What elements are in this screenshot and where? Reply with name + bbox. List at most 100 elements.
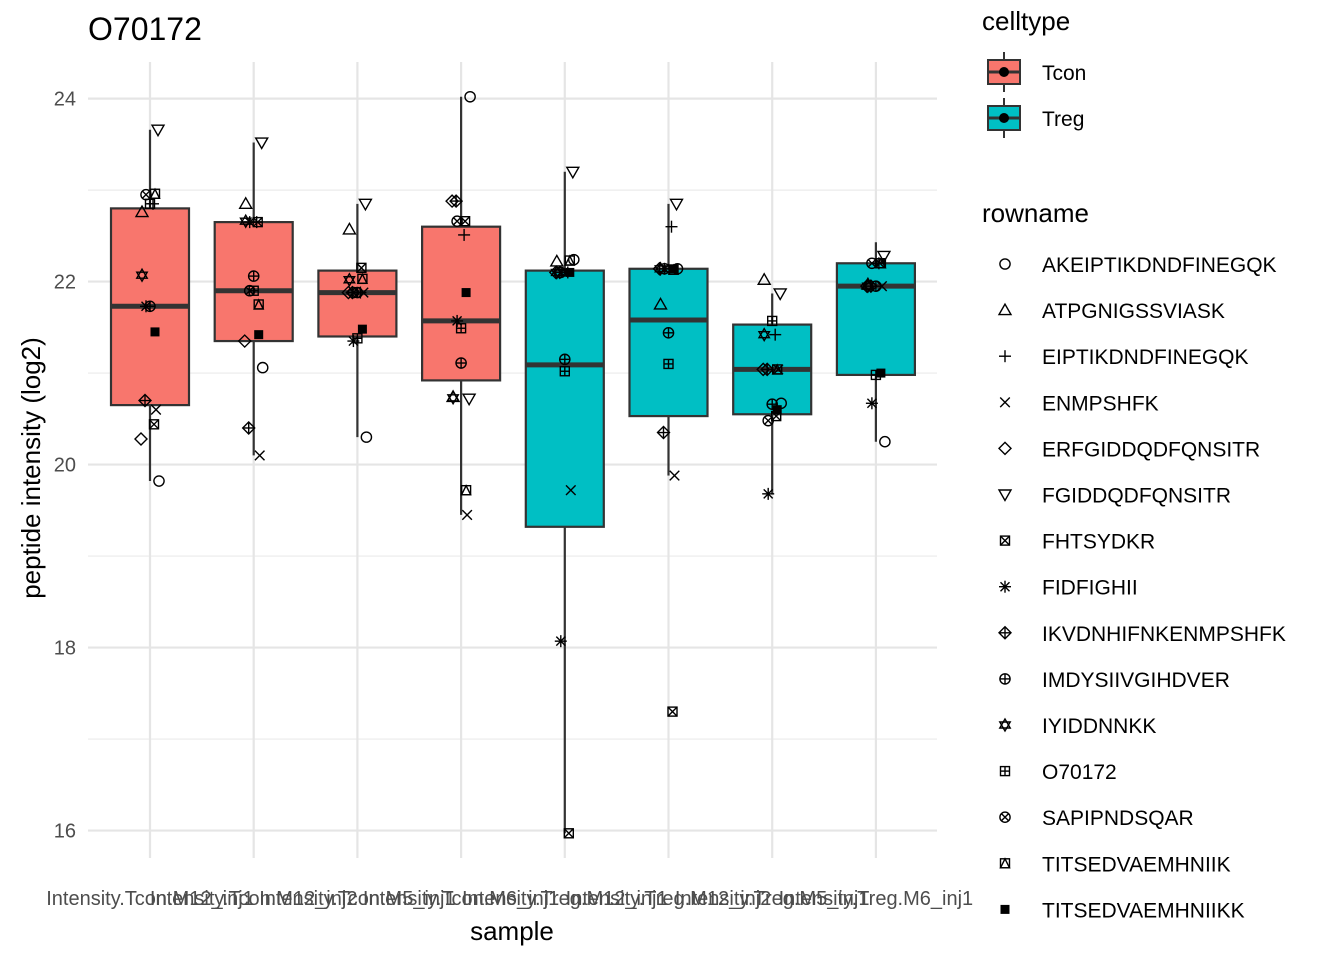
legend-label-fgiddqdfqnsitr: FGIDDQDFQNSITR [1042,485,1231,508]
point-akeiptikdndfinegqk [360,431,373,443]
point-titsedvaemhniikk [357,324,367,334]
x-tick-label: Intensity.Treg.M5_inj1 [675,888,870,910]
point-titsedvaemhniikk [254,330,264,340]
legend-label-tcon: Tcon [1042,62,1086,85]
point-enmpshfk [461,509,473,521]
point-fidfighii [865,397,878,410]
point-o70172 [663,358,674,370]
legend-key-tcon [987,52,1021,92]
point-titsedvaemhniik [356,272,369,285]
box-intensity-tcon-m12-inj2 [213,142,294,456]
point-akeiptikdndfinegqk [153,475,165,487]
point-titsedvaemhniik [771,363,783,375]
legend-marker-enmpshfk [999,397,1011,408]
point-ikvdnhifnkenmpshfk [449,194,464,209]
point-imdysiivgihdver [247,270,260,282]
legend-marker-eiptikdndfinegqk [999,350,1011,363]
point-o70172 [559,366,570,377]
x-tick-label: Intensity.Treg.M12_inj2 [566,888,772,910]
point-sapipndsqar [347,286,360,299]
y-axis-label: peptide intensity (log2) [16,337,46,599]
point-ikvdnhifnkenmpshfk [656,425,671,440]
point-o70172 [455,323,467,334]
point-akeiptikdndfinegqk [256,361,269,374]
legend-label-titsedvaemhniikk: TITSEDVAEMHNIIKK [1042,899,1245,922]
points [134,90,892,839]
point-sapipndsqar [243,284,256,297]
point-fhtsydkr [356,262,367,274]
point-eiptikdndfinegqk [458,228,471,241]
point-erfgiddqdfqnsitr [134,431,148,446]
point-fgiddqdfqnsitr [150,124,166,138]
box-iqr [628,267,709,418]
point-enmpshfk [254,450,265,461]
y-tick-label: 22 [54,272,76,294]
legend-marker-titsedvaemhniik [999,857,1011,869]
point-atpgnigssviask [342,222,357,235]
point-titsedvaemhniik [564,254,576,266]
point-iyiddnnkk [239,213,253,229]
point-enmpshfk [669,470,680,481]
legend-label-erfgiddqdfqnsitr: ERFGIDDQDFQNSITR [1042,438,1260,461]
point-titsedvaemhniikk [150,327,160,337]
box-iqr [835,262,917,377]
point-fgiddqdfqnsitr [876,250,892,264]
legend-marker-imdysiivgihdver [999,673,1011,685]
legend-label-akeiptikdndfinegqk: AKEIPTIKDNDFINEGQK [1042,254,1277,277]
point-atpgnigssviask [653,297,668,310]
rowname-legend: rowname AKEIPTIKDNDFINEGQK ATPGNIGSSVIASK E… [982,198,1286,922]
point-enmpshfk [150,404,162,415]
legend-marker-akeiptikdndfinegqk [999,258,1011,270]
point-ikvdnhifnkenmpshfk [760,362,775,377]
point-iyiddnnkk [446,390,460,406]
legend-marker-sapipndsqar [999,811,1011,824]
point-imdysiivgihdver [766,398,779,410]
chart-title: O70172 [88,11,202,47]
point-titsedvaemhniikk [461,288,471,298]
celltype-legend: celltype Tcon Treg [982,6,1086,138]
legend-marker-erfgiddqdfqnsitr [998,441,1012,456]
point-ikvdnhifnkenmpshfk [241,420,256,435]
point-titsedvaemhniik [460,484,472,496]
point-atpgnigssviask [238,196,253,210]
point-titsedvaemhniikk [772,405,782,415]
point-eiptikdndfinegqk [665,220,678,233]
legend-label-ikvdnhifnkenmpshfk: IKVDNHIFNKENMPSHFK [1042,623,1286,646]
y-tick-label: 24 [54,89,76,111]
point-fgiddqdfqnsitr [461,393,477,407]
legend-marker-atpgnigssviask [997,302,1013,316]
box-intensity-tcon-m6-inj1 [421,96,502,515]
point-titsedvaemhniik [875,257,887,269]
legend-marker-o70172 [999,765,1011,777]
point-erfgiddqdfqnsitr [237,334,252,349]
y-tick-label: 20 [54,455,76,477]
point-fgiddqdfqnsitr [358,198,373,212]
point-fidfighii [554,635,567,648]
point-titsedvaemhniik [253,298,265,310]
point-iyiddnnkk [135,267,149,283]
box-iqr [421,225,502,382]
point-o70172 [767,315,778,327]
point-akeiptikdndfinegqk [464,90,476,103]
point-fgiddqdfqnsitr [772,288,788,301]
point-atpgnigssviask [756,272,772,285]
x-tick-label: Intensity.Treg.M12_inj1 [462,888,668,910]
point-iyiddnnkk [342,272,356,288]
point-enmpshfk [565,484,577,496]
box-iqr [524,269,605,528]
box-intensity-tcon-m5-inj1 [317,203,398,438]
point-enmpshfk [358,287,369,298]
point-iyiddnnkk [757,327,771,343]
legend-label-titsedvaemhniik: TITSEDVAEMHNIIK [1042,853,1231,876]
celltype-legend-title: celltype [982,6,1070,36]
x-tick-label: Intensity.Tcon.M6_inj1 [363,888,559,910]
point-fhtsydkr [563,828,574,839]
x-tick-label: Intensity.Tcon.M5_inj1 [259,888,455,910]
x-tick-label: Intensity.Tcon.M12_inj1 [46,888,254,910]
x-tick-label: Intensity.Treg.M6_inj1 [779,888,974,910]
point-imdysiivgihdver [455,357,467,369]
rowname-legend-title: rowname [982,198,1089,228]
legend-label-iyiddnnkk: IYIDDNNKK [1042,715,1156,738]
point-sapipndsqar [451,215,463,227]
point-titsedvaemhniik [149,187,161,199]
